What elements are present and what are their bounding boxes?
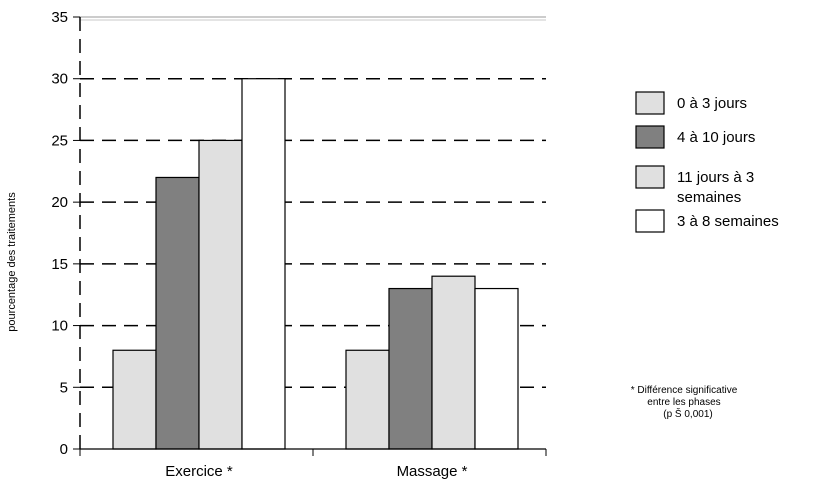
legend: 0 à 3 jours 4 à 10 jours 11 jours à 3 semai… (635, 91, 779, 233)
y-tick-label: 20 (51, 194, 68, 211)
legend-swatch (635, 91, 665, 115)
note-line: * Différence significative (631, 385, 738, 396)
bar (345, 349, 390, 450)
bars (112, 78, 519, 450)
y-axis: 0 5 10 15 20 25 30 35 (51, 9, 81, 458)
y-tick-label: 0 (60, 441, 68, 458)
note-line: entre les phases (647, 397, 720, 408)
note-line: (p Š 0,001) (663, 407, 712, 420)
legend-label: 0 à 3 jours (677, 95, 747, 112)
legend-label: 11 jours à 3 (677, 169, 754, 186)
x-category-label: Exercice * (165, 463, 233, 480)
bar (112, 349, 157, 450)
bar (388, 287, 433, 450)
y-tick-label: 10 (51, 318, 68, 335)
bar (155, 176, 200, 450)
legend-label: 3 à 8 semaines (677, 213, 779, 230)
y-tick-label: 30 (51, 71, 68, 88)
legend-label: 4 à 10 jours (677, 129, 755, 146)
y-tick-label: 25 (51, 132, 68, 149)
y-tick-label: 15 (51, 256, 68, 273)
legend-swatch (635, 209, 665, 233)
bar (241, 78, 286, 450)
legend-label: semaines (677, 189, 741, 206)
y-axis-label: pourcentage des traitements (6, 192, 18, 332)
legend-swatch (635, 125, 665, 149)
bar (198, 139, 243, 450)
x-axis: Exercice * Massage * (79, 448, 547, 480)
y-tick-label: 35 (51, 9, 68, 26)
x-category-label: Massage * (397, 463, 468, 480)
bar (431, 275, 476, 450)
bar (474, 287, 519, 450)
legend-swatch (635, 165, 665, 189)
y-tick-label: 5 (60, 379, 68, 396)
